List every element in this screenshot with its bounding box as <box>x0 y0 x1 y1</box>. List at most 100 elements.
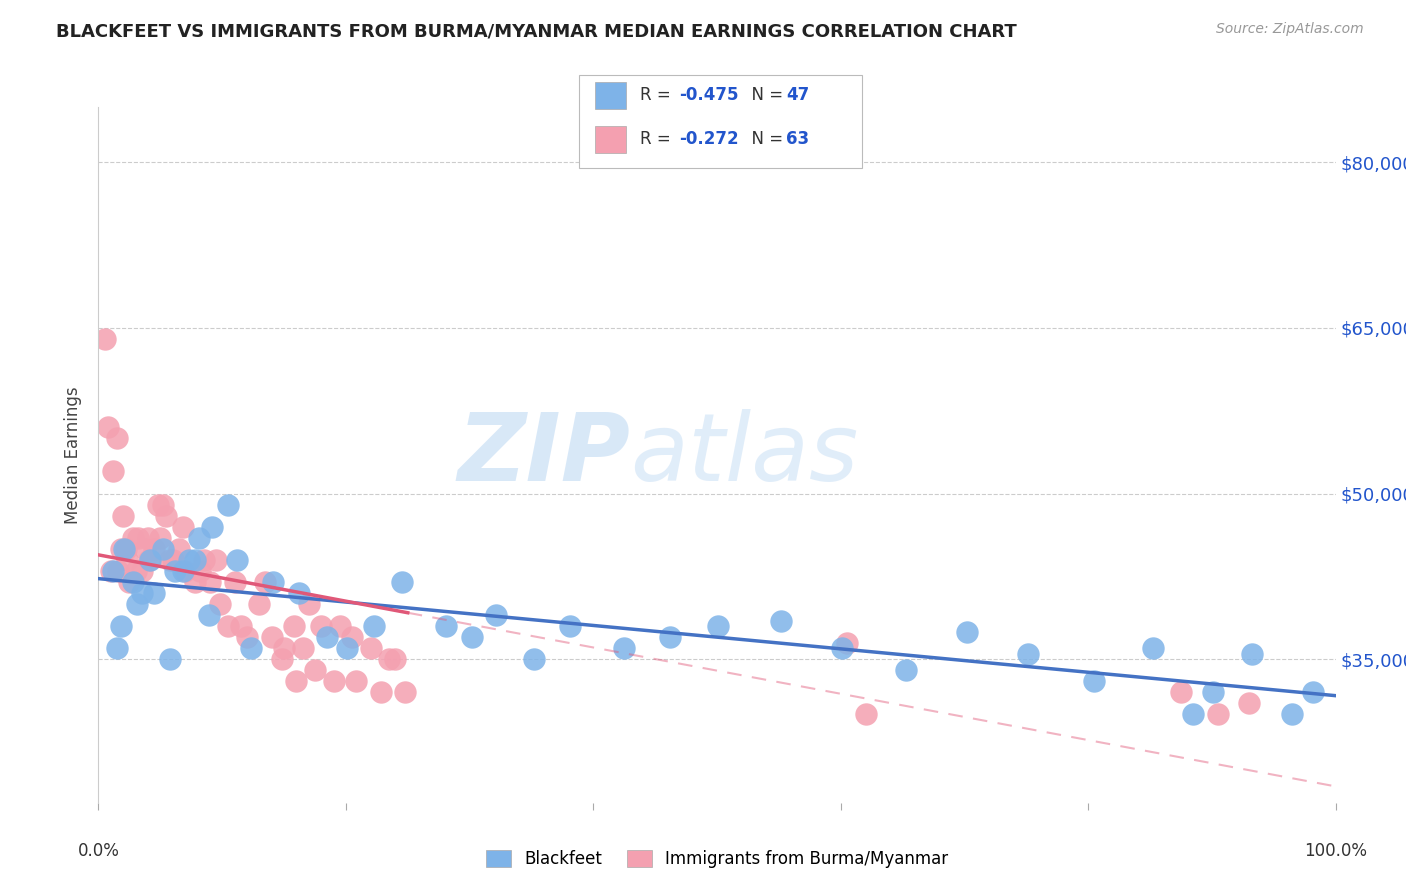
Point <box>118 574 141 589</box>
Text: -0.272: -0.272 <box>679 130 738 148</box>
Point <box>131 586 153 600</box>
Point <box>378 652 401 666</box>
Text: N =: N = <box>741 87 789 104</box>
Point <box>100 564 122 578</box>
Point <box>124 564 146 578</box>
Y-axis label: Median Earnings: Median Earnings <box>65 386 83 524</box>
Point <box>105 431 128 445</box>
Point <box>110 619 132 633</box>
Point <box>107 564 129 578</box>
Text: 63: 63 <box>786 130 808 148</box>
Point <box>115 553 138 567</box>
Point <box>461 630 484 644</box>
Point <box>122 574 145 589</box>
Point <box>131 564 153 578</box>
Point <box>155 508 177 523</box>
Point <box>143 541 166 556</box>
Point <box>177 553 200 567</box>
Point <box>322 674 344 689</box>
Point <box>217 619 239 633</box>
Point <box>187 531 209 545</box>
Point <box>188 564 211 578</box>
Point <box>184 574 207 589</box>
Point <box>229 619 252 633</box>
Text: 100.0%: 100.0% <box>1305 842 1367 860</box>
Point <box>1202 685 1225 699</box>
Point <box>344 674 367 689</box>
Point <box>1170 685 1192 699</box>
Point <box>770 614 793 628</box>
Point <box>159 652 181 666</box>
Point <box>197 608 219 623</box>
Point <box>93 332 115 346</box>
Point <box>270 652 292 666</box>
Point <box>112 508 135 523</box>
Point <box>172 564 194 578</box>
Point <box>236 630 259 644</box>
Point <box>394 685 416 699</box>
Point <box>167 541 190 556</box>
Point <box>288 586 311 600</box>
Point <box>316 630 339 644</box>
Point <box>152 498 174 512</box>
Point <box>146 498 169 512</box>
Point <box>391 574 413 589</box>
Point <box>134 541 156 556</box>
Point <box>707 619 730 633</box>
Point <box>105 641 128 656</box>
Point <box>122 531 145 545</box>
Point <box>340 630 363 644</box>
Text: R =: R = <box>640 130 676 148</box>
Point <box>162 553 184 567</box>
Text: atlas: atlas <box>630 409 859 500</box>
Point <box>1281 707 1303 722</box>
Point <box>336 641 359 656</box>
Point <box>613 641 636 656</box>
Point <box>260 630 283 644</box>
Text: 0.0%: 0.0% <box>77 842 120 860</box>
Point <box>291 641 314 656</box>
Point <box>247 597 270 611</box>
Text: BLACKFEET VS IMMIGRANTS FROM BURMA/MYANMAR MEDIAN EARNINGS CORRELATION CHART: BLACKFEET VS IMMIGRANTS FROM BURMA/MYANM… <box>56 22 1017 40</box>
Point <box>558 619 581 633</box>
Point <box>103 564 125 578</box>
Point <box>1302 685 1324 699</box>
Point <box>112 541 135 556</box>
Point <box>1206 707 1229 722</box>
Point <box>329 619 352 633</box>
Point <box>143 586 166 600</box>
Point <box>523 652 546 666</box>
Point <box>184 553 207 567</box>
Point <box>174 564 197 578</box>
Point <box>152 541 174 556</box>
Point <box>103 465 125 479</box>
Point <box>956 624 979 639</box>
Point <box>226 553 249 567</box>
Point <box>835 635 858 649</box>
Point <box>1083 674 1105 689</box>
Point <box>1017 647 1039 661</box>
Point <box>363 619 385 633</box>
Point <box>239 641 262 656</box>
Point <box>304 663 326 677</box>
Text: 47: 47 <box>786 87 810 104</box>
Point <box>125 597 148 611</box>
Point <box>298 597 321 611</box>
Text: R =: R = <box>640 87 676 104</box>
Point <box>198 574 221 589</box>
Point <box>855 707 877 722</box>
Point <box>217 498 239 512</box>
Text: Source: ZipAtlas.com: Source: ZipAtlas.com <box>1216 22 1364 37</box>
Point <box>110 541 132 556</box>
Point <box>360 641 382 656</box>
Point <box>114 541 136 556</box>
Point <box>139 553 162 567</box>
Text: -0.475: -0.475 <box>679 87 738 104</box>
Point <box>384 652 406 666</box>
Point <box>254 574 277 589</box>
Point <box>370 685 392 699</box>
Point <box>831 641 853 656</box>
Point <box>136 531 159 545</box>
Point <box>127 531 149 545</box>
Point <box>1237 697 1260 711</box>
